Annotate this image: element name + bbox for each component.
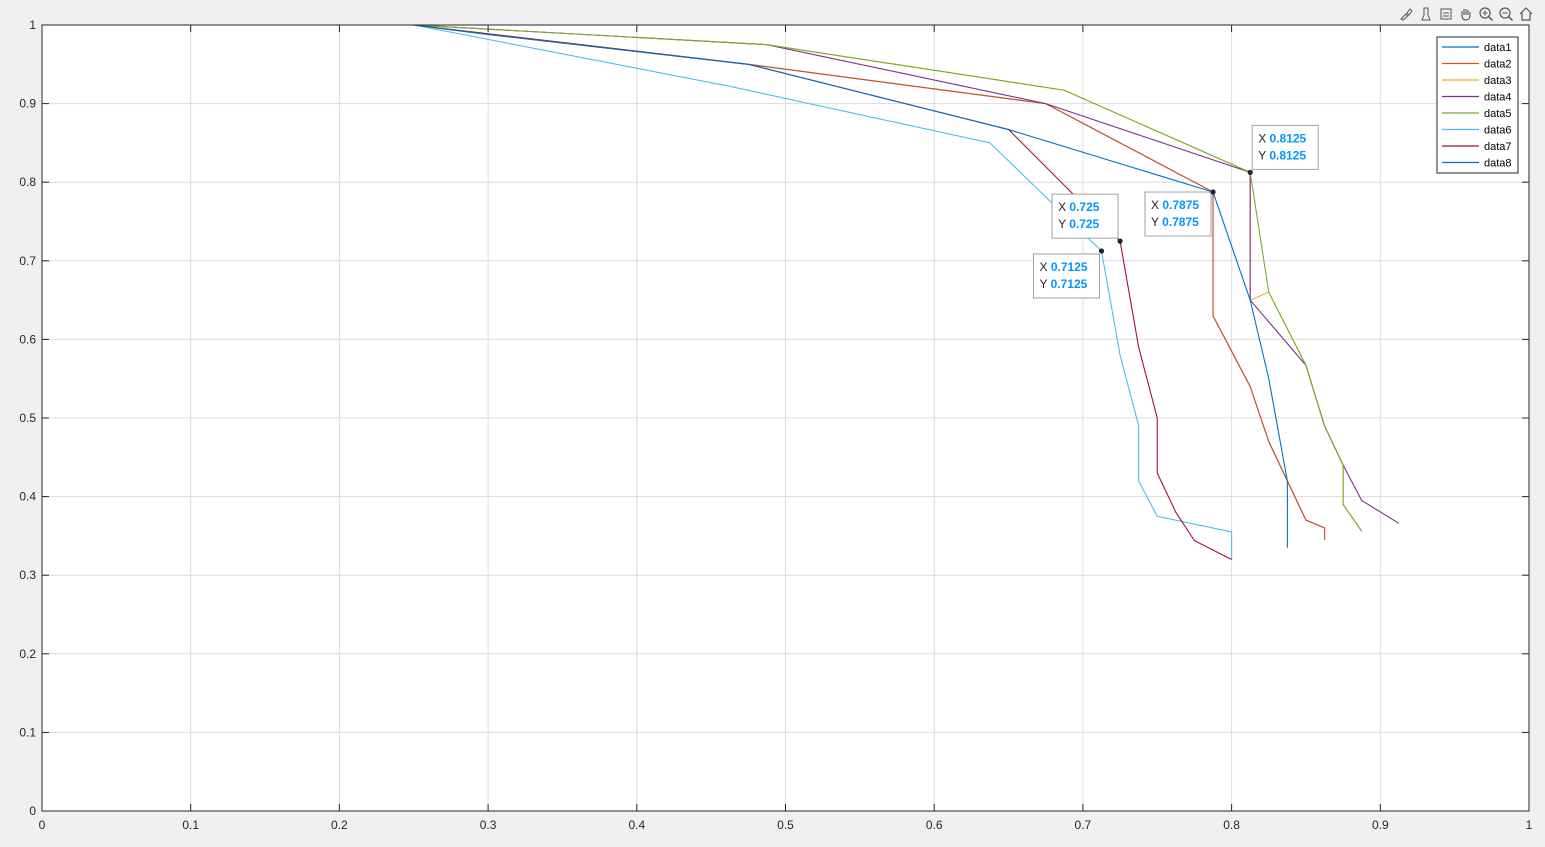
datatips[interactable]: X 0.8125 Y 0.8125 X 0.7875 Y 0.7875 X 0.725 Y… (1032, 124, 1319, 299)
datatip-x-text: X 0.725 (1058, 200, 1100, 214)
pan-icon[interactable] (1457, 5, 1475, 23)
tick-labels: 0 0.1 0.2 0.3 0.4 0.5 0.6 0.7 0.8 0.9 1 0 0.1 0.2 0.3 0… (19, 18, 1532, 832)
brush-icon[interactable] (1397, 5, 1415, 23)
zoom-in-icon[interactable] (1477, 5, 1495, 23)
x-tick-label: 1 (1526, 818, 1533, 832)
datatip-y-text: Y 0.725 (1058, 217, 1099, 231)
x-tick-label: 0.1 (182, 818, 199, 832)
datatip-marker (1117, 238, 1123, 244)
datatip-x-text: X 0.7875 (1151, 198, 1199, 212)
y-tick-label: 0.9 (19, 97, 36, 111)
y-tick-label: 0.6 (19, 332, 36, 346)
y-tick-label: 0 (29, 804, 36, 818)
datatip-box (1032, 253, 1100, 299)
x-tick-label: 0.4 (628, 818, 645, 832)
datatip-marker (1247, 169, 1253, 175)
legend-label: data6 (1484, 125, 1512, 137)
datatip-marker (1098, 248, 1105, 254)
y-tick-label: 0.7 (19, 254, 36, 268)
series-line-data4[interactable] (413, 24, 1400, 524)
x-tick-label: 0.6 (926, 818, 943, 832)
rotate-icon[interactable] (1437, 5, 1455, 23)
datatip-y-text: Y 0.7125 (1039, 277, 1087, 291)
y-tick-label: 0.1 (19, 725, 36, 739)
legend-label: data1 (1484, 42, 1512, 54)
x-tick-label: 0.2 (331, 818, 348, 832)
legend-box (1436, 36, 1519, 174)
series-line-data6[interactable] (413, 24, 1233, 560)
y-tick-label: 0.5 (19, 411, 36, 425)
datatip[interactable]: X 0.7875 Y 0.7875 (1144, 189, 1216, 237)
datatip-marker (1210, 189, 1216, 195)
series-line-data5[interactable] (413, 24, 1363, 532)
legend[interactable]: data1 data2 data3 data4 data5 data6 data7 data8 (1436, 36, 1519, 174)
legend-label: data2 (1484, 59, 1512, 71)
datatip-y-text: Y 0.7875 (1151, 215, 1199, 229)
datatip-y-text: Y 0.8125 (1258, 148, 1306, 162)
datatip[interactable]: X 0.8125 Y 0.8125 (1247, 124, 1319, 175)
datatip-box (1144, 191, 1212, 237)
legend-label: data7 (1484, 141, 1512, 153)
legend-label: data3 (1484, 75, 1512, 87)
legend-label: data4 (1484, 92, 1512, 104)
data-tips-icon[interactable] (1417, 5, 1435, 23)
x-tick-label: 0 (39, 818, 46, 832)
y-tick-label: 1 (29, 18, 36, 32)
datatip-x-text: X 0.8125 (1258, 131, 1306, 145)
legend-label: data8 (1484, 158, 1512, 170)
legend-label: data5 (1484, 108, 1512, 120)
datatip-x-text: X 0.7125 (1039, 260, 1087, 274)
y-tick-label: 0.3 (19, 568, 36, 582)
tick-marks (41, 24, 1530, 812)
x-tick-label: 0.5 (777, 818, 794, 832)
home-icon[interactable] (1517, 5, 1535, 23)
x-tick-label: 0.9 (1372, 818, 1389, 832)
x-tick-label: 0.7 (1075, 818, 1092, 832)
zoom-out-icon[interactable] (1497, 5, 1515, 23)
y-tick-label: 0.4 (19, 490, 36, 504)
datatip-box (1051, 193, 1119, 239)
x-tick-label: 0.8 (1223, 818, 1240, 832)
axes-toolbar (1397, 5, 1535, 23)
y-tick-label: 0.8 (19, 175, 36, 189)
datatip[interactable]: X 0.725 Y 0.725 (1051, 193, 1123, 244)
x-tick-label: 0.3 (480, 818, 497, 832)
datatip[interactable]: X 0.7125 Y 0.7125 (1032, 248, 1105, 299)
y-tick-label: 0.2 (19, 647, 36, 661)
datatip-box (1251, 124, 1319, 170)
